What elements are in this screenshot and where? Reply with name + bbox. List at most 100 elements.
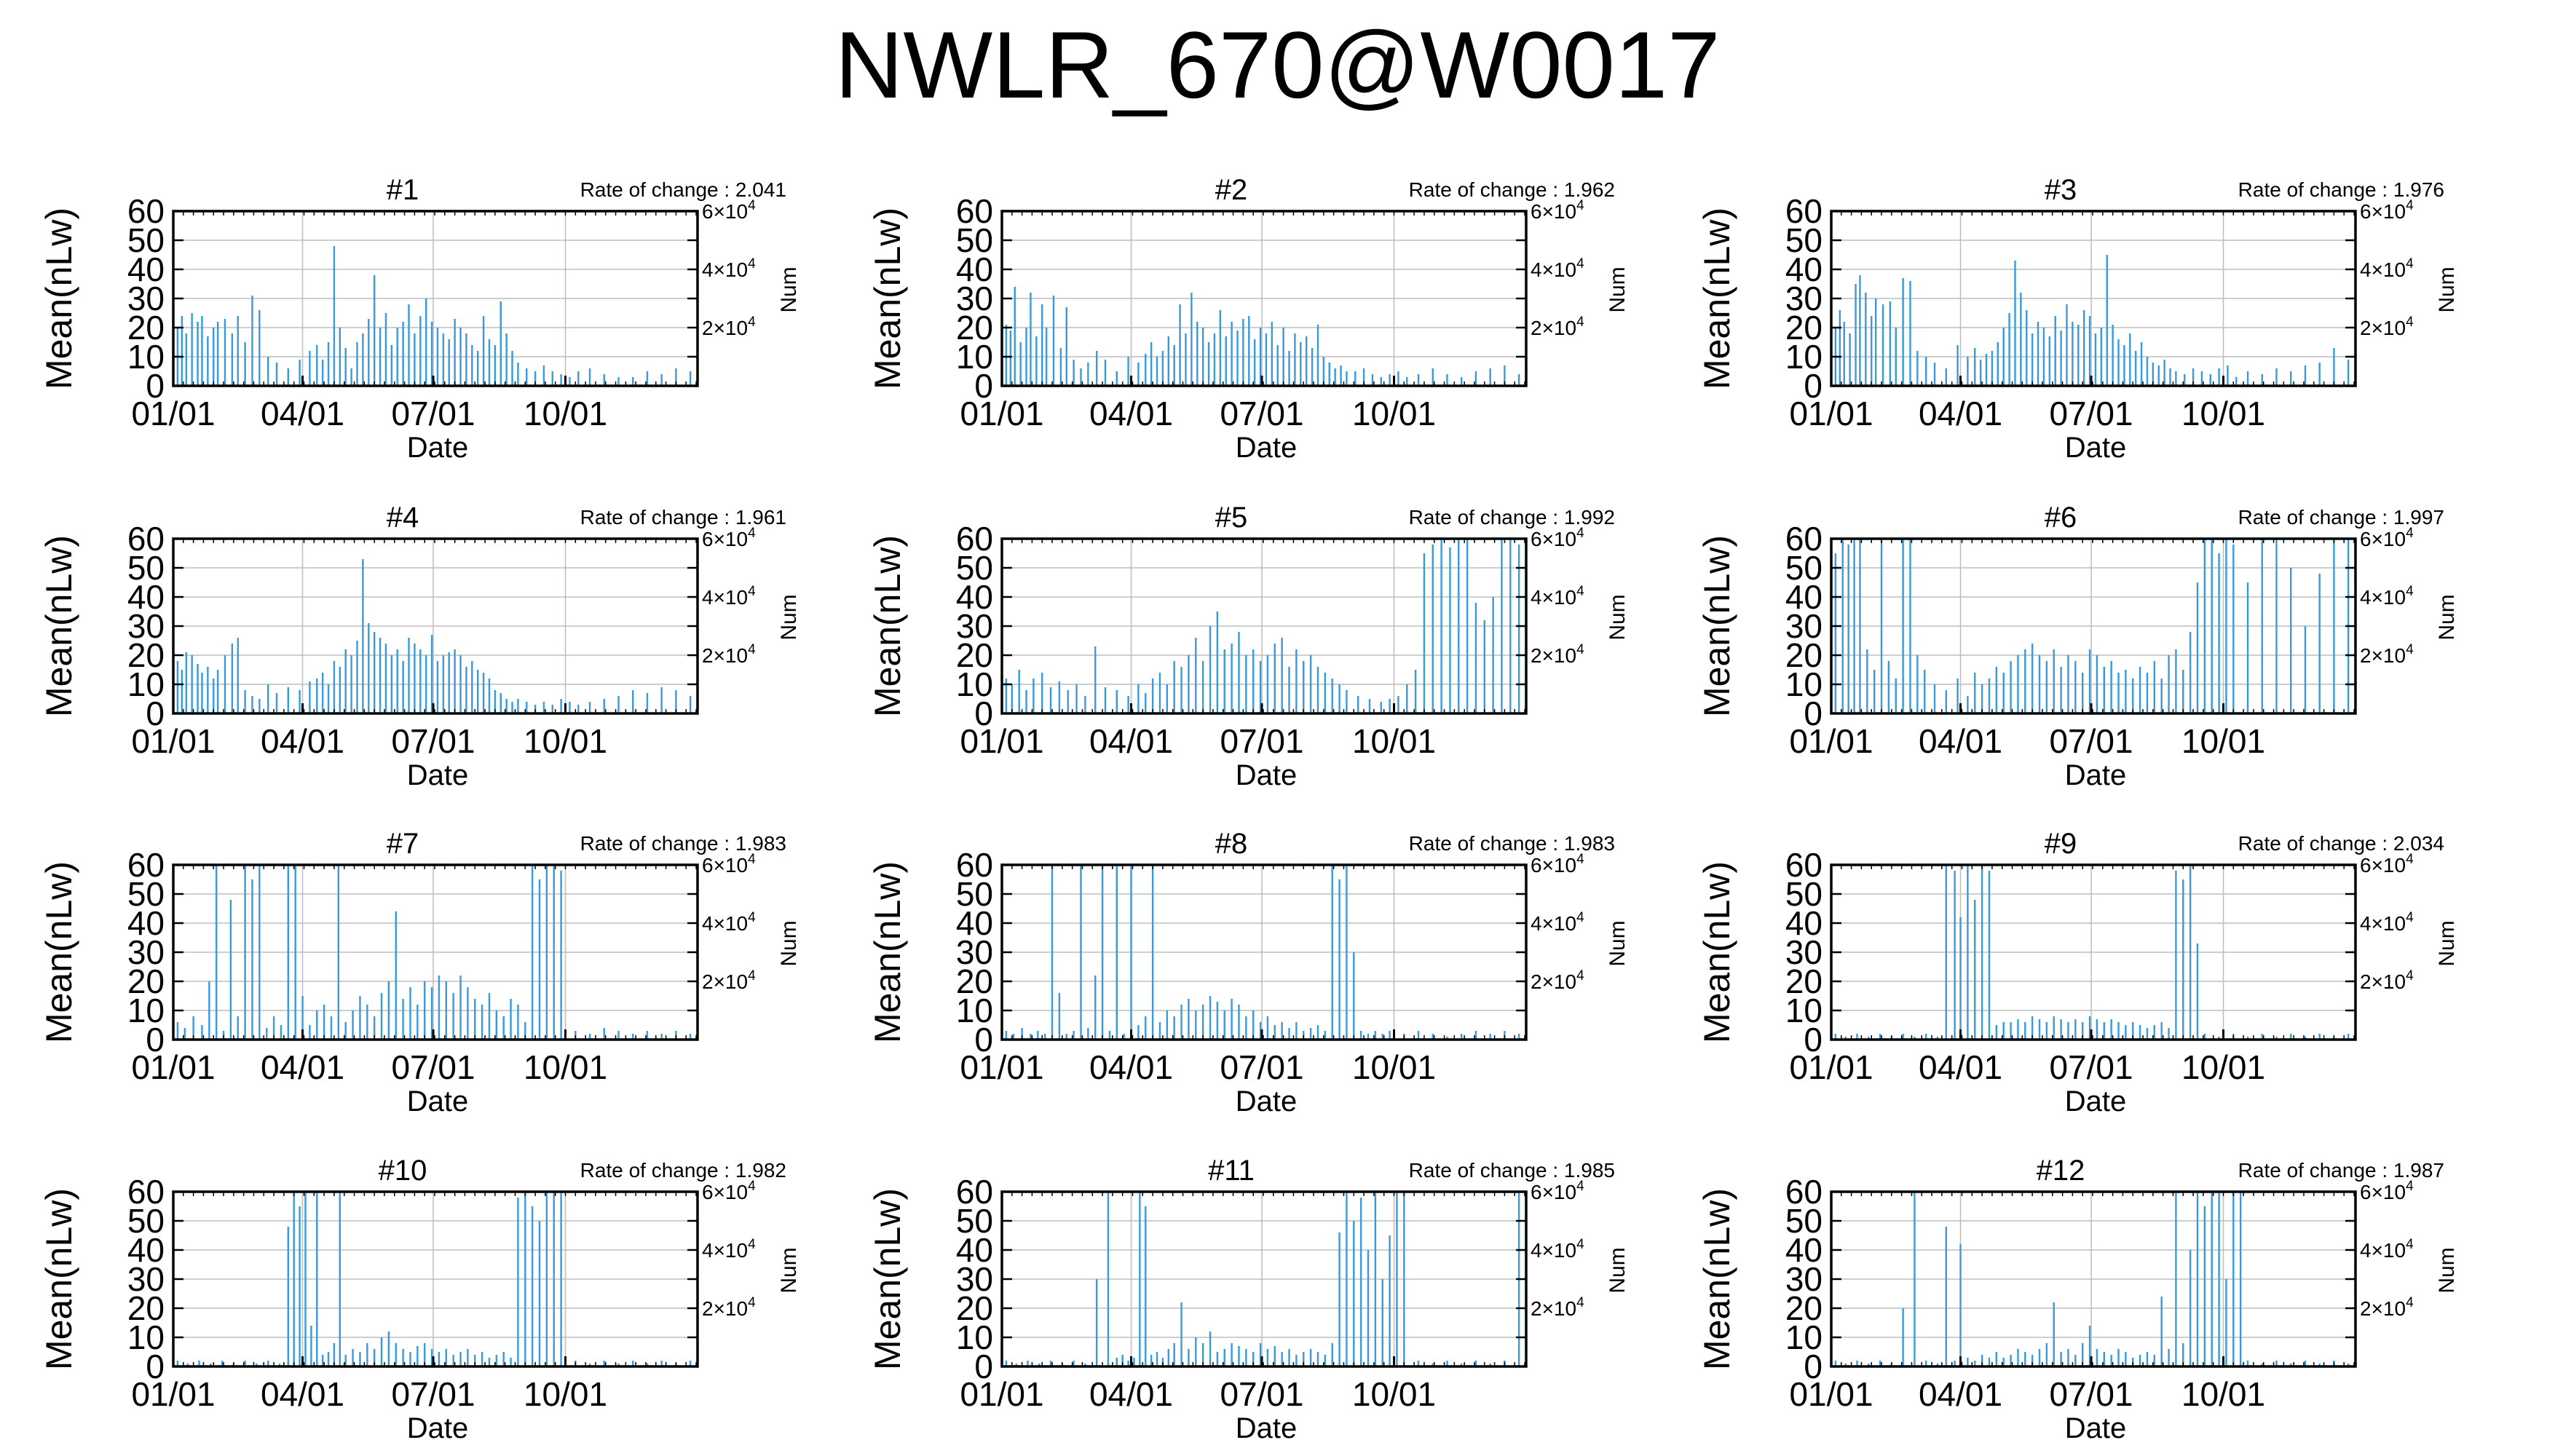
bar xyxy=(1104,687,1107,713)
y-tick-label: 0 xyxy=(974,367,993,405)
x-axis-label: Date xyxy=(2065,1412,2127,1444)
bar xyxy=(1065,1034,1067,1040)
bar xyxy=(2066,304,2068,386)
bar xyxy=(402,1349,404,1366)
bar xyxy=(1156,1352,1158,1366)
bar xyxy=(1844,1364,1847,1366)
bar xyxy=(368,623,370,713)
y-tick-label: 10 xyxy=(956,1318,993,1356)
bar xyxy=(476,351,479,386)
bar xyxy=(1340,365,1342,386)
bar xyxy=(237,638,239,713)
bar xyxy=(1954,871,1956,1040)
bar xyxy=(481,1352,483,1366)
bar xyxy=(454,319,456,386)
x-tick-label: 10/01 xyxy=(524,722,607,760)
bar xyxy=(2008,313,2010,386)
bar xyxy=(387,981,390,1040)
bar xyxy=(1936,1037,1939,1040)
bar xyxy=(176,1361,179,1366)
bar xyxy=(1238,632,1240,713)
bar xyxy=(1166,1010,1169,1040)
bar xyxy=(1190,293,1193,386)
bar xyxy=(293,1192,295,1366)
plot-frame xyxy=(1000,210,1528,387)
bar xyxy=(1389,1031,1391,1040)
y-tick-label: 30 xyxy=(1785,607,1823,645)
bar xyxy=(2088,316,2091,386)
bar xyxy=(689,696,692,713)
bar xyxy=(2082,1022,2084,1040)
bar xyxy=(488,993,491,1040)
bar xyxy=(660,1361,663,1366)
bar xyxy=(1924,670,1926,713)
y2-axis-label: Num xyxy=(777,920,801,966)
bar xyxy=(1974,900,1976,1040)
bar xyxy=(2275,1361,2278,1366)
bar xyxy=(2110,1019,2112,1040)
x-tick-label: 01/01 xyxy=(131,722,215,760)
bar xyxy=(1238,1346,1240,1366)
bar xyxy=(1201,661,1204,713)
panel-title: #1 xyxy=(387,174,419,206)
bar xyxy=(1252,649,1255,713)
bar xyxy=(2333,348,2335,386)
bar xyxy=(316,1010,318,1040)
bar xyxy=(2246,371,2249,386)
bar xyxy=(2123,345,2125,386)
bar xyxy=(1030,1034,1032,1040)
bar xyxy=(1902,539,1904,713)
bar xyxy=(1035,336,1038,386)
y-tick-label: 30 xyxy=(956,1260,993,1298)
y2-axis-label: Num xyxy=(2435,1247,2459,1293)
bar xyxy=(1259,1343,1262,1366)
bar xyxy=(380,993,383,1040)
bar xyxy=(2146,1028,2149,1040)
bar-series xyxy=(176,865,692,1040)
y-tick-label: 20 xyxy=(956,636,993,674)
bar xyxy=(2139,667,2141,713)
bar xyxy=(1849,333,1851,386)
y2-tick-label: 2×104 xyxy=(1531,314,1584,339)
bar xyxy=(1043,1034,1046,1040)
y2-tick-label: 6×104 xyxy=(2360,852,2414,877)
bar xyxy=(1956,345,1959,386)
bar xyxy=(617,696,620,713)
bar xyxy=(304,1192,307,1366)
bar-series xyxy=(1834,865,2350,1040)
bar xyxy=(1133,1358,1135,1366)
bar xyxy=(1236,331,1239,386)
bar xyxy=(1359,1031,1362,1040)
bar xyxy=(1346,690,1348,713)
bar xyxy=(2067,1022,2069,1040)
bar xyxy=(424,981,426,1040)
y-tick-label: 20 xyxy=(127,309,165,347)
bar xyxy=(2125,670,2127,713)
rate-of-change-label: Rate of change : 1.983 xyxy=(1409,832,1615,855)
bar xyxy=(1231,644,1233,713)
bar xyxy=(1108,1031,1111,1040)
bar xyxy=(2304,1037,2307,1040)
bar xyxy=(510,999,512,1040)
plot-frame xyxy=(1000,863,1528,1041)
bar xyxy=(1338,684,1340,713)
bar xyxy=(1924,357,1927,386)
y-tick-label: 60 xyxy=(127,1173,165,1211)
y-tick-label: 50 xyxy=(127,549,165,587)
y-tick-label: 40 xyxy=(127,578,165,616)
bar xyxy=(1974,348,1976,386)
bar xyxy=(1380,377,1382,386)
bar xyxy=(1231,999,1233,1040)
bar xyxy=(1956,678,1959,713)
bar xyxy=(1945,865,1948,1040)
x-tick-label: 01/01 xyxy=(131,1375,215,1413)
bar xyxy=(1121,1355,1124,1366)
bar xyxy=(2045,1343,2048,1366)
bar xyxy=(1902,1034,1904,1040)
bar xyxy=(510,1358,512,1366)
y2-axis-label: Num xyxy=(2435,594,2459,640)
bar xyxy=(452,993,454,1040)
bar xyxy=(1005,1031,1008,1040)
bar xyxy=(299,690,301,713)
